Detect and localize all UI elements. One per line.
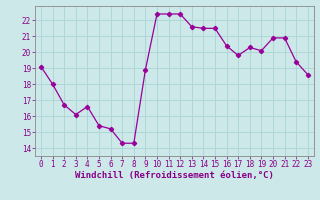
X-axis label: Windchill (Refroidissement éolien,°C): Windchill (Refroidissement éolien,°C) <box>75 171 274 180</box>
